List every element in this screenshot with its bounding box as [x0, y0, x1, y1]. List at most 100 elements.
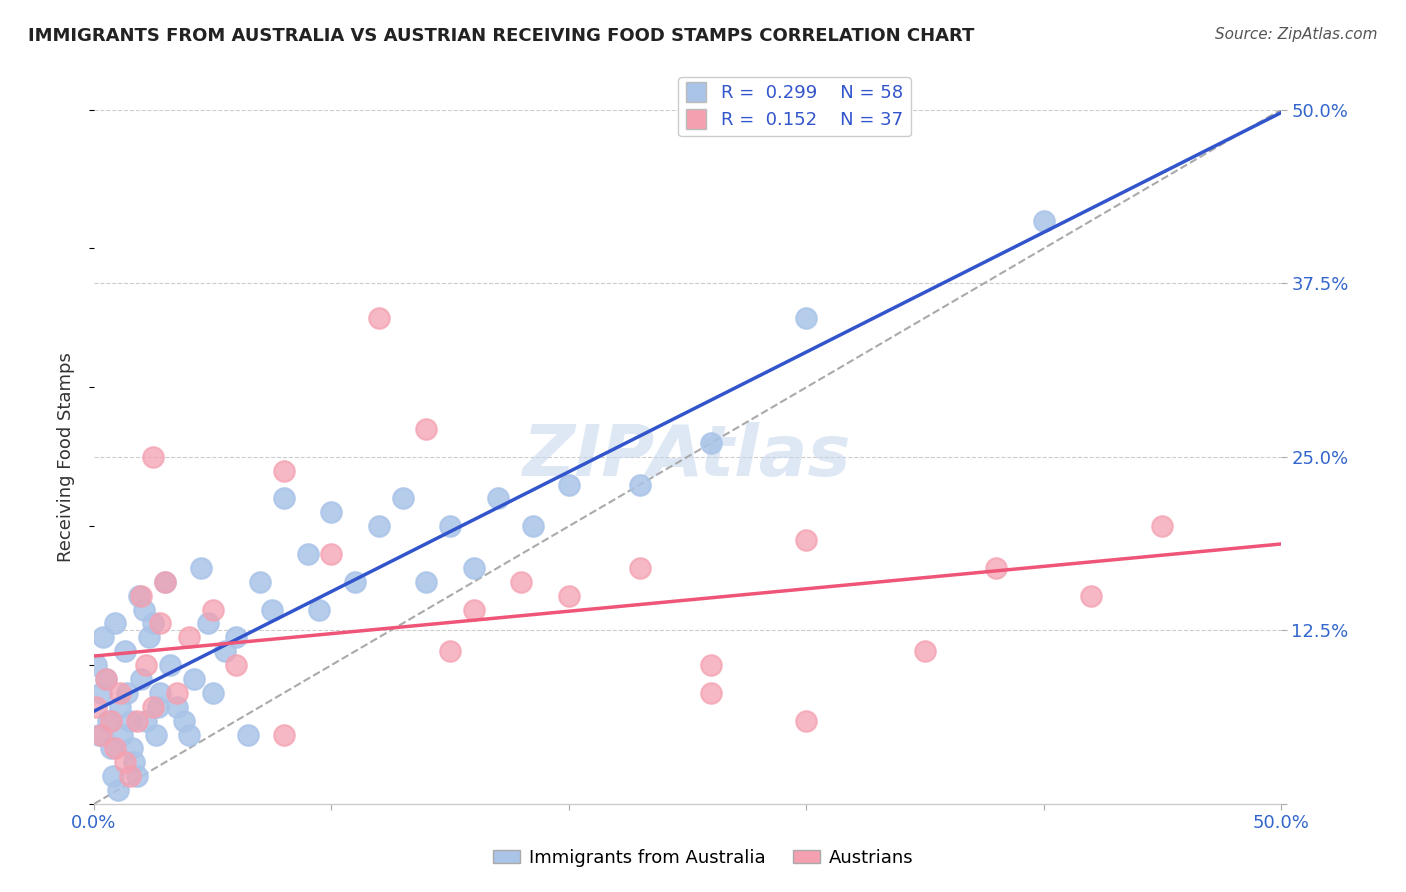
Point	[131, 672, 153, 686]
Point	[166, 699, 188, 714]
Text: Source: ZipAtlas.com: Source: ZipAtlas.com	[1215, 27, 1378, 42]
Text: IMMIGRANTS FROM AUSTRALIA VS AUSTRIAN RECEIVING FOOD STAMPS CORRELATION CHART: IMMIGRANTS FROM AUSTRALIA VS AUSTRIAN RE…	[28, 27, 974, 45]
Point	[344, 574, 367, 589]
Point	[108, 686, 131, 700]
Point	[308, 602, 330, 616]
Point	[558, 477, 581, 491]
Point	[131, 589, 153, 603]
Point	[94, 672, 117, 686]
Point	[1152, 519, 1174, 533]
Point	[914, 644, 936, 658]
Point	[201, 686, 224, 700]
Text: ZIPAtlas: ZIPAtlas	[523, 422, 852, 491]
Point	[201, 602, 224, 616]
Point	[273, 464, 295, 478]
Point	[84, 658, 107, 673]
Point	[166, 686, 188, 700]
Point	[700, 436, 723, 450]
Point	[118, 769, 141, 783]
Point	[510, 574, 533, 589]
Point	[94, 672, 117, 686]
Point	[628, 561, 651, 575]
Point	[249, 574, 271, 589]
Point	[100, 741, 122, 756]
Point	[90, 727, 112, 741]
Point	[628, 477, 651, 491]
Point	[238, 727, 260, 741]
Point	[415, 574, 437, 589]
Point	[439, 519, 461, 533]
Point	[111, 727, 134, 741]
Point	[700, 658, 723, 673]
Point	[153, 574, 176, 589]
Point	[149, 686, 172, 700]
Point	[135, 714, 157, 728]
Point	[173, 714, 195, 728]
Point	[183, 672, 205, 686]
Point	[104, 616, 127, 631]
Point	[367, 519, 389, 533]
Point	[104, 741, 127, 756]
Point	[486, 491, 509, 506]
Point	[142, 616, 165, 631]
Point	[214, 644, 236, 658]
Point	[439, 644, 461, 658]
Point	[93, 631, 115, 645]
Point	[121, 741, 143, 756]
Point	[984, 561, 1007, 575]
Point	[114, 756, 136, 770]
Point	[142, 699, 165, 714]
Point	[114, 644, 136, 658]
Point	[100, 714, 122, 728]
Point	[142, 450, 165, 464]
Point	[463, 602, 485, 616]
Point	[700, 686, 723, 700]
Point	[84, 699, 107, 714]
Point	[115, 686, 138, 700]
Point	[153, 574, 176, 589]
Point	[415, 422, 437, 436]
Point	[87, 727, 110, 741]
Point	[125, 769, 148, 783]
Point	[273, 727, 295, 741]
Point	[159, 658, 181, 673]
Point	[145, 727, 167, 741]
Point	[463, 561, 485, 575]
Point	[794, 310, 817, 325]
Point	[108, 699, 131, 714]
Point	[146, 699, 169, 714]
Legend: Immigrants from Australia, Austrians: Immigrants from Australia, Austrians	[485, 842, 921, 874]
Point	[225, 658, 247, 673]
Point	[225, 631, 247, 645]
Point	[101, 769, 124, 783]
Point	[197, 616, 219, 631]
Point	[273, 491, 295, 506]
Point	[135, 658, 157, 673]
Point	[558, 589, 581, 603]
Point	[125, 714, 148, 728]
Point	[132, 602, 155, 616]
Point	[321, 505, 343, 519]
Point	[124, 756, 146, 770]
Point	[118, 714, 141, 728]
Legend: R =  0.299    N = 58, R =  0.152    N = 37: R = 0.299 N = 58, R = 0.152 N = 37	[678, 77, 911, 136]
Point	[794, 714, 817, 728]
Point	[138, 631, 160, 645]
Point	[177, 727, 200, 741]
Point	[367, 310, 389, 325]
Point	[1080, 589, 1102, 603]
Point	[321, 547, 343, 561]
Point	[794, 533, 817, 548]
Point	[260, 602, 283, 616]
Point	[90, 686, 112, 700]
Point	[97, 714, 120, 728]
Point	[107, 783, 129, 797]
Point	[522, 519, 544, 533]
Point	[391, 491, 413, 506]
Point	[190, 561, 212, 575]
Point	[1032, 213, 1054, 227]
Point	[177, 631, 200, 645]
Y-axis label: Receiving Food Stamps: Receiving Food Stamps	[58, 351, 75, 562]
Point	[128, 589, 150, 603]
Point	[297, 547, 319, 561]
